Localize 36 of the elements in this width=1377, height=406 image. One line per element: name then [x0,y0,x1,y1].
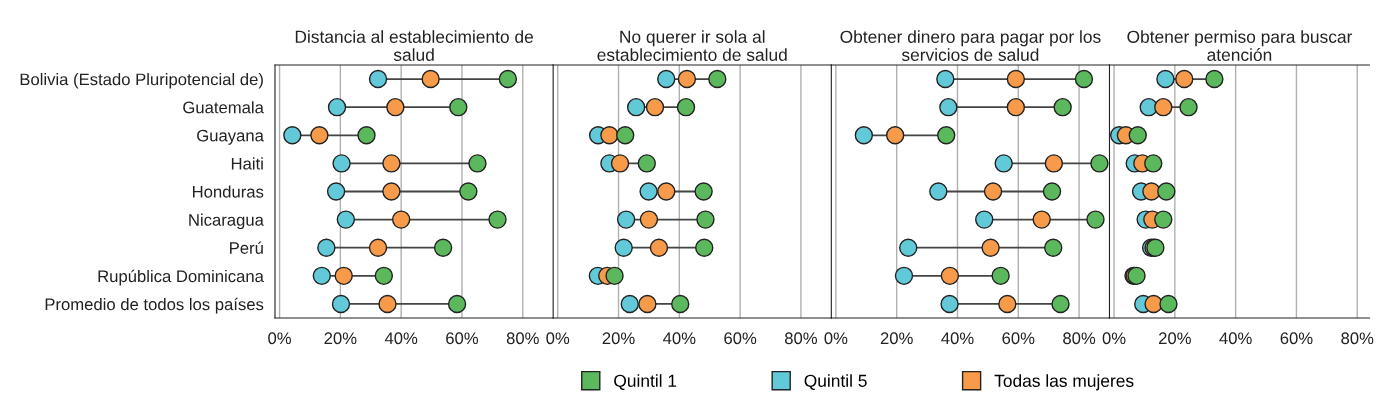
y-tick-label: Haiti [231,157,263,170]
x-tick-label: 0% [1102,332,1126,345]
x-tick-label: 40% [663,332,696,345]
x-tick-label: 0% [268,332,292,345]
legend-label: Quintil 1 [614,374,677,391]
chart-title: Obtener dinero para pagar por los servicios de salud [840,30,1101,61]
chart-title: Obtener permiso para buscar atención [1127,30,1353,61]
x-tick-label: 20% [880,332,913,345]
x-tick-label: 80% [1341,332,1374,345]
chart-title: Distancia al establecimiento de salud [295,30,533,61]
y-tick-label: Guatemala [183,101,264,114]
x-tick-label: 80% [1063,332,1096,345]
x-tick-label: 40% [1219,332,1252,345]
x-tick-label: 60% [724,332,757,345]
y-tick-label: Bolivia (Estado Pluripotencial de) [20,73,263,89]
x-tick-label: 80% [784,332,818,345]
y-tick-label: Honduras [193,185,264,198]
x-tick-label: 40% [384,332,418,345]
y-tick-label: Guayana [197,129,264,145]
y-tick-label: Promedio de todos los países [45,297,264,314]
y-tick-label: Nicaragua [189,213,264,230]
y-tick-label: Rupública Dominicana [98,269,264,286]
x-tick-label: 20% [324,332,357,345]
legend-label: Todas las mujeres [994,374,1134,391]
x-tick-label: 0% [546,332,570,345]
x-tick-label: 80% [506,332,539,345]
x-tick-label: 20% [602,332,635,345]
x-tick-label: 60% [1002,332,1035,345]
x-tick-label: 20% [1159,332,1191,345]
x-tick-label: 40% [941,332,974,345]
x-tick-label: 0% [824,332,848,345]
legend-label: Quintil 5 [804,374,867,391]
x-tick-label: 60% [446,332,479,345]
chart-title: No querer ir sola al establecimiento de salud [597,30,787,61]
x-tick-label: 60% [1280,332,1313,345]
y-tick-label: Perú [230,241,263,254]
